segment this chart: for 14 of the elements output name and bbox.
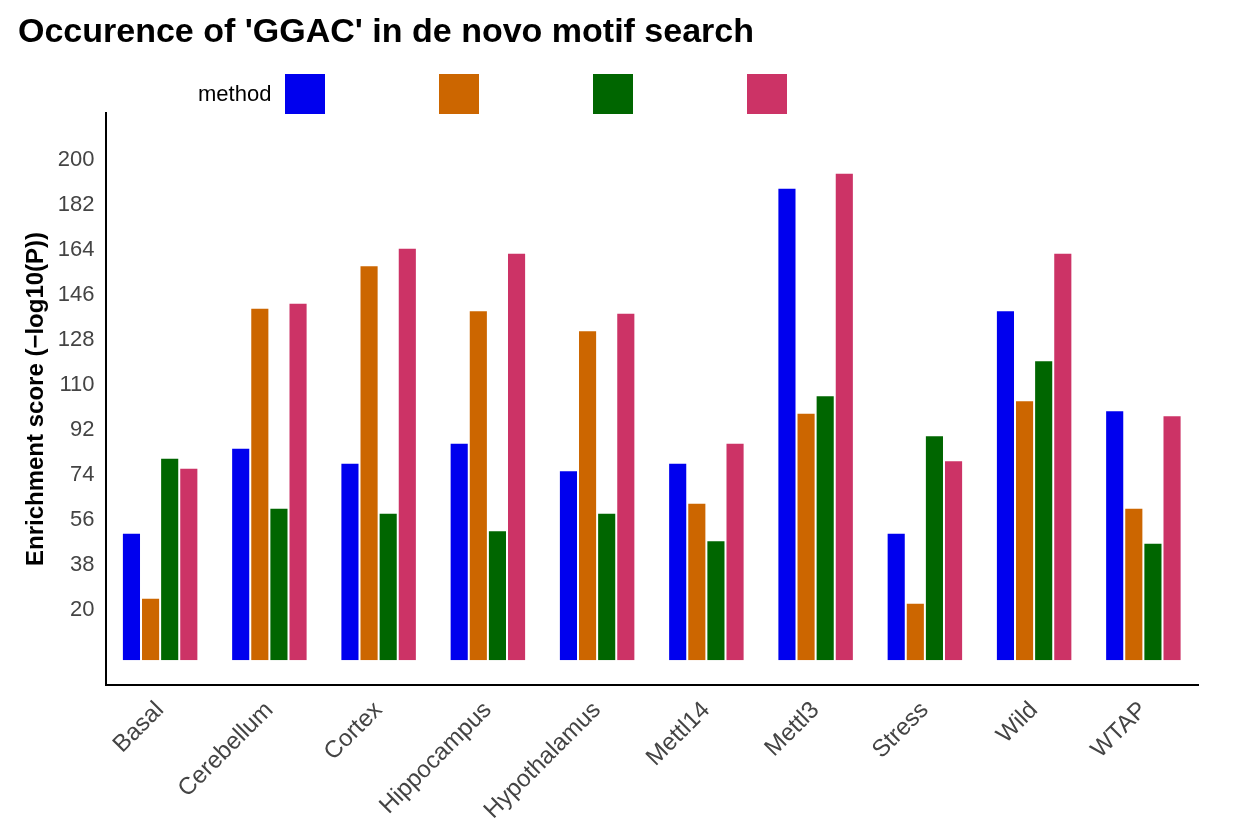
chart-title: Occurence of 'GGAC' in de novo motif search xyxy=(18,10,754,49)
y-tick-label: 56 xyxy=(70,506,95,532)
y-tick-label: 200 xyxy=(57,146,95,172)
y-tick-label: 182 xyxy=(57,191,95,217)
y-tick-label: 20 xyxy=(70,596,95,622)
y-tick-label: 74 xyxy=(70,461,95,487)
y-tick-label: 110 xyxy=(59,371,95,397)
y-tick-label: 146 xyxy=(57,281,95,307)
legend-title: method xyxy=(198,81,272,107)
y-tick-label: 164 xyxy=(57,236,95,262)
y-tick-label: 92 xyxy=(70,416,95,442)
y-tick-label: 38 xyxy=(70,551,95,577)
y-axis-title: Enrichment score (−log10(P)) xyxy=(21,231,49,567)
y-tick-label: 128 xyxy=(57,326,95,352)
